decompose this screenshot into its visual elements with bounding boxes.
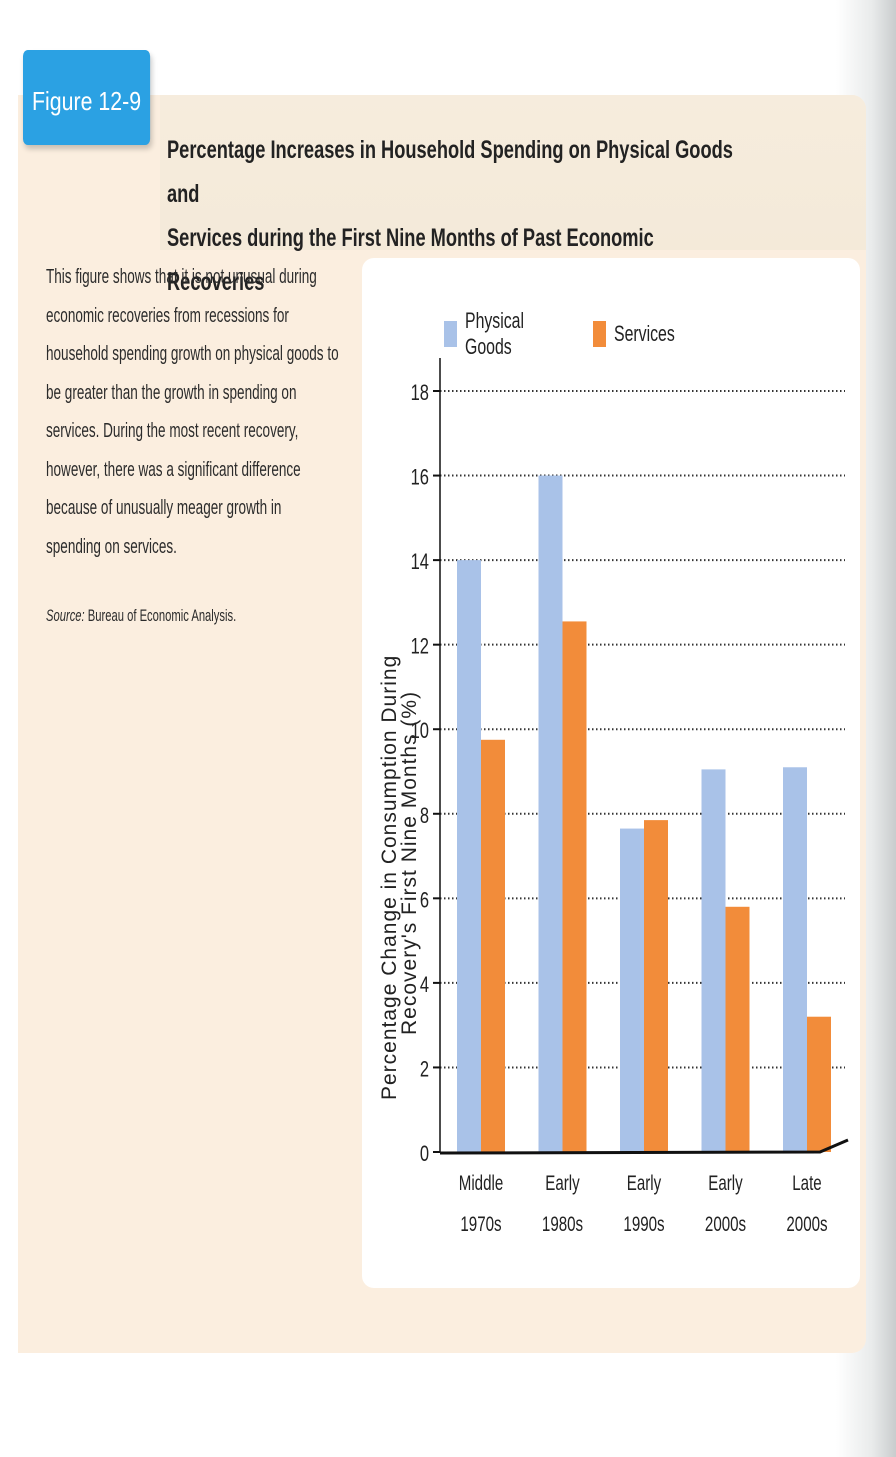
source-label: Source: [46, 606, 85, 625]
bar-services [807, 1016, 831, 1152]
x-category-label: Early [627, 1170, 662, 1194]
bars [457, 475, 831, 1152]
x-category-label: 2000s [705, 1211, 746, 1235]
bar-physical-goods [457, 560, 481, 1152]
legend-label-services: Services [614, 321, 675, 346]
y-tick-label: 2 [420, 1057, 429, 1082]
legend-swatch-physical-goods [444, 321, 457, 347]
figure-title-band [160, 95, 866, 250]
y-tick-label: 16 [411, 465, 429, 490]
y-tick-label: 0 [420, 1142, 429, 1167]
bar-services [725, 906, 750, 1152]
y-tick-label: 4 [420, 973, 429, 998]
x-category-label: 2000s [786, 1211, 827, 1235]
x-category-label: 1980s [542, 1211, 583, 1235]
figure-title-line-1: Percentage Increases in Household Spendi… [167, 136, 733, 208]
x-category-labels: Middle 1970s Early 1980s Early 1990s Early 2000… [459, 1170, 828, 1235]
chart-legend: Physical Goods Services [444, 308, 698, 360]
source-text: Bureau of Economic Analysis. [87, 606, 237, 625]
legend-label-physical-goods: Physical Goods [465, 308, 524, 359]
bar-services [644, 820, 668, 1152]
figure-description: This figure shows that it is not unusual… [46, 265, 339, 558]
figure-source: Source: Bureau of Economic Analysis. [46, 606, 244, 626]
y-tick-label: 10 [411, 719, 430, 744]
x-category-label: 1990s [623, 1211, 664, 1235]
legend-swatch-services [593, 321, 606, 347]
x-category-label: Early [708, 1170, 743, 1194]
y-tick-label: 6 [420, 888, 429, 913]
figure-title: Percentage Increases in Household Spendi… [167, 128, 736, 304]
x-category-label: 1970s [460, 1211, 501, 1235]
bar-services [562, 621, 587, 1152]
bar-physical-goods [783, 767, 807, 1152]
y-tick-label: 12 [411, 634, 429, 659]
bar-physical-goods [538, 475, 563, 1152]
bar-physical-goods [620, 828, 644, 1152]
y-tick-label: 8 [420, 804, 429, 829]
x-category-label: Early [545, 1170, 580, 1194]
y-tick-label: 18 [411, 381, 429, 406]
bar-physical-goods [701, 769, 726, 1152]
axes [439, 358, 849, 1155]
bar-services [481, 739, 505, 1152]
y-tick-label: 14 [411, 550, 430, 575]
x-axis-line [439, 1138, 849, 1155]
figure-number-badge: Figure 12-9 [23, 50, 151, 145]
y-tick-labels: 0 2 4 6 8 10 12 14 16 18 [411, 381, 440, 1167]
x-category-label: Late [792, 1170, 821, 1194]
figure-title-line-2: Services during the First Nine Months of… [167, 224, 654, 296]
gridlines [440, 390, 845, 1069]
x-category-label: Middle [459, 1170, 504, 1194]
chart-card [362, 258, 860, 1288]
